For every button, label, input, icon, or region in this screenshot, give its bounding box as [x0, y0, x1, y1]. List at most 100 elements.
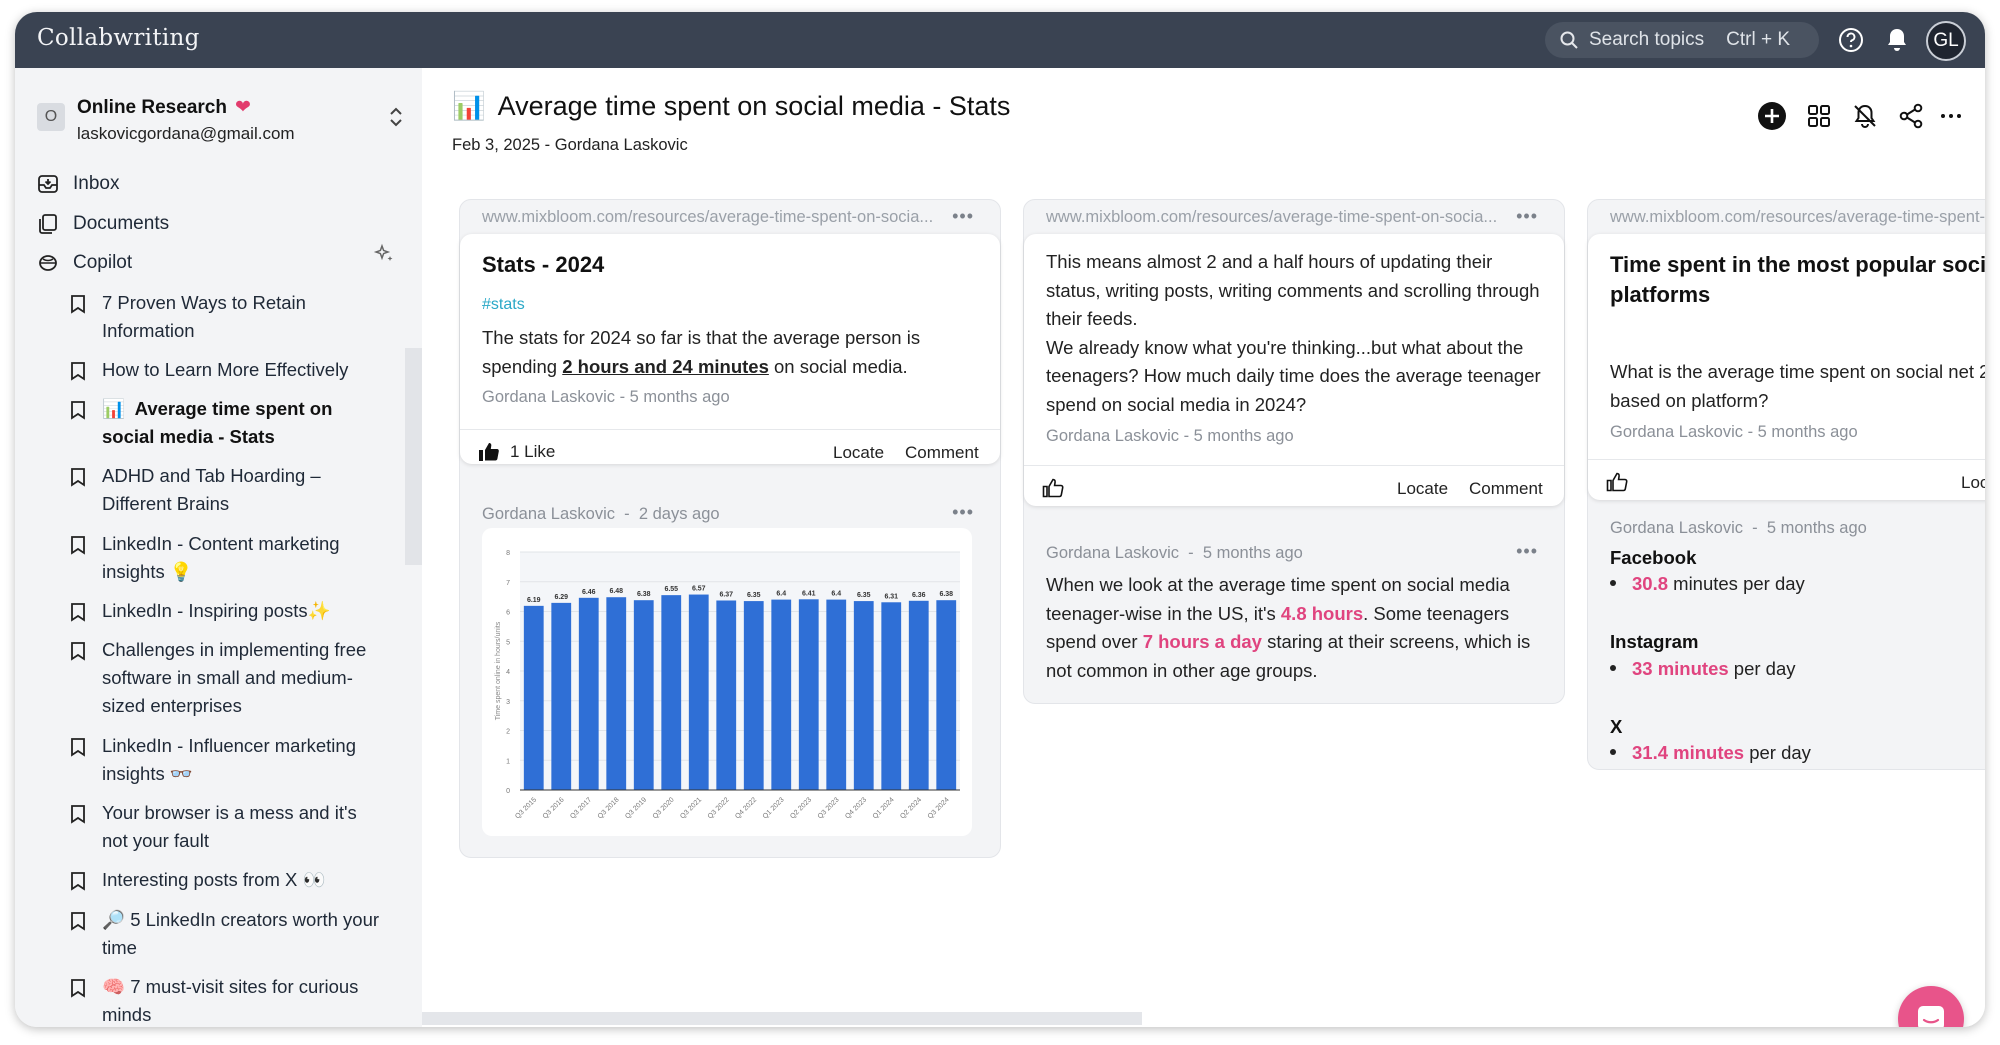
sidebar-scrollbar[interactable]	[405, 348, 422, 565]
heart-icon: ❤	[234, 97, 251, 118]
app-window: Collabwriting Search topics Ctrl + K GL …	[15, 12, 1985, 1027]
help-icon[interactable]	[1837, 26, 1865, 54]
note-text-part: When we look at the average time spent o…	[1046, 574, 1510, 624]
workspace-name-text: Online Research	[77, 97, 227, 118]
chevron-updown-icon[interactable]	[389, 106, 403, 128]
highlight-card: Stats - 2024 #stats The stats for 2024 s…	[460, 234, 1000, 464]
bell-icon[interactable]	[1883, 26, 1911, 54]
sidebar-doc-item[interactable]: LinkedIn - Content marketing insights 💡	[70, 530, 380, 586]
bookmark-icon	[71, 603, 85, 622]
tag-link[interactable]: #stats	[482, 296, 525, 313]
bookmark-icon	[71, 805, 85, 824]
sidebar-doc-title: Your browser is a mess and it's not your…	[102, 802, 357, 851]
sidebar-doc-item[interactable]: Challenges in implementing free software…	[70, 636, 380, 720]
sidebar-doc-item[interactable]: ADHD and Tab Hoarding – Different Brains	[70, 462, 380, 518]
chart-data-label: 6.46	[582, 589, 596, 596]
sidebar-doc-item[interactable]: How to Learn More Effectively	[70, 356, 380, 384]
bell-off-icon[interactable]	[1849, 100, 1881, 132]
more-options-icon[interactable]	[1935, 100, 1967, 132]
sidebar-doc-item[interactable]: 🧠 7 must-visit sites for curious minds	[70, 973, 380, 1027]
platform-stat: 30.8 minutes per day	[1610, 573, 1805, 595]
nav-copilot[interactable]: Copilot	[37, 248, 132, 278]
chart-x-tick-label: Q4 2022	[734, 796, 758, 820]
chart-x-tick-label: Q3 2024	[927, 796, 951, 820]
more-options-icon[interactable]: •••	[1516, 541, 1538, 561]
locate-button[interactable]: Locate	[1397, 479, 1449, 498]
bookmark-icon	[71, 872, 85, 891]
chat-icon	[1918, 1006, 1944, 1027]
note-author: Gordana Laskovic - 5 months ago	[1610, 519, 1867, 538]
chart-bar	[826, 599, 847, 790]
sidebar-doc-title: ADHD and Tab Hoarding – Different Brains	[102, 465, 321, 514]
sidebar-doc-item[interactable]: Interesting posts from X 👀	[70, 866, 380, 894]
chart-data-label: 6.37	[719, 591, 733, 598]
chart-x-tick-label: Q3 2021	[679, 796, 703, 820]
sparkle-icon[interactable]	[373, 243, 395, 265]
comment-button[interactable]: Comment	[905, 443, 979, 462]
bookmark-icon	[71, 642, 85, 661]
chart-bar	[661, 595, 682, 790]
like-button[interactable]	[1042, 478, 1074, 498]
sidebar-doc-item[interactable]: LinkedIn - Influencer marketing insights…	[70, 732, 380, 788]
sidebar-doc-title-text: Average time spent on social media - Sta…	[102, 398, 333, 447]
chart-x-tick-label: Q1 2024	[872, 796, 896, 820]
card-text: This means almost 2 and a half hours of …	[1046, 248, 1544, 419]
search-box[interactable]: Search topics Ctrl + K	[1545, 22, 1819, 58]
chart-x-tick-label: Q3 2015	[514, 796, 538, 820]
more-options-icon[interactable]: •••	[952, 206, 974, 226]
nav-inbox[interactable]: Inbox	[37, 169, 119, 199]
workspace-badge: O	[37, 103, 65, 131]
brand-logo[interactable]: Collabwriting	[37, 25, 200, 51]
nav-documents[interactable]: Documents	[37, 209, 169, 239]
chart-bar	[551, 602, 572, 790]
chart-bar	[936, 600, 957, 790]
like-button[interactable]: 1 Like	[478, 442, 555, 462]
source-url[interactable]: www.mixbloom.com/resources/average-time-…	[482, 208, 934, 226]
chart-y-tick-label: 2	[506, 729, 510, 736]
more-options-icon[interactable]: •••	[952, 502, 974, 522]
card-text-bold: 2 hours and 24 minutes	[562, 355, 769, 377]
source-url[interactable]: www.mixbloom.com/resources/average-time-…	[1046, 208, 1498, 226]
sidebar-doc-item[interactable]: 🔎 5 LinkedIn creators worth your time	[70, 906, 380, 962]
chart-y-axis-label: Time spent online in hours/units	[495, 621, 502, 720]
add-icon[interactable]	[1756, 100, 1788, 132]
chart-data-label: 6.57	[692, 586, 706, 593]
avatar[interactable]: GL	[1926, 21, 1966, 61]
sidebar-doc-title: 🔎 5 LinkedIn creators worth your time	[102, 906, 380, 962]
sidebar-doc-title: LinkedIn - Content marketing insights 💡	[102, 533, 340, 582]
source-url[interactable]: www.mixbloom.com/resources/average-time-…	[1610, 208, 1985, 226]
chart-bar	[523, 605, 544, 790]
chart-bar	[853, 601, 874, 790]
grid-view-icon[interactable]	[1803, 100, 1835, 132]
chart-x-tick-label: Q3 2020	[652, 796, 676, 820]
chart-emoji: 📊	[452, 91, 486, 121]
sidebar-doc-item[interactable]: Your browser is a mess and it's not your…	[70, 799, 380, 855]
chat-support-button[interactable]	[1898, 986, 1964, 1027]
bookmark-icon	[71, 295, 85, 314]
like-button[interactable]	[1606, 472, 1638, 492]
sidebar-doc-item[interactable]: LinkedIn - Inspiring posts✨	[70, 597, 380, 625]
chart-image: 0 1 2 3 4 5 6 7 8 Time spent online in hours/unit…	[482, 528, 972, 836]
chart-x-tick-label: Q1 2023	[762, 796, 786, 820]
source-column: www.mixbloom.com/resources/average-time-…	[459, 199, 1001, 858]
card-author: Gordana Laskovic - 5 months ago	[1046, 427, 1294, 445]
locate-button[interactable]: Locate	[833, 443, 885, 462]
more-options-icon[interactable]: •••	[1516, 206, 1538, 226]
chart-x-tick-label: Q3 2016	[542, 796, 566, 820]
nav-copilot-label: Copilot	[73, 252, 133, 273]
card-text: The stats for 2024 so far is that the av…	[482, 324, 980, 381]
chart-y-tick-label: 0	[506, 788, 510, 795]
chart-bar	[633, 600, 654, 790]
locate-button[interactable]: Locat	[1961, 473, 1985, 492]
chart-data-label: 6.19	[527, 597, 541, 604]
comment-button[interactable]: Comment	[1469, 479, 1543, 498]
chart-data-label: 6.41	[802, 590, 816, 597]
horizontal-scrollbar[interactable]	[422, 1012, 1142, 1025]
workspace-switcher[interactable]: O Online Research ❤ laskovicgordana@gmail…	[37, 96, 407, 146]
sidebar-doc-item[interactable]: 7 Proven Ways to Retain Information	[70, 289, 380, 345]
sidebar-doc-item-active[interactable]: 📊 Average time spent on social media - S…	[70, 395, 380, 451]
source-column: www.mixbloom.com/resources/average-time-…	[1587, 199, 1985, 770]
share-icon[interactable]	[1895, 100, 1927, 132]
bookmark-icon	[71, 362, 85, 381]
card-title: Stats - 2024	[482, 252, 605, 277]
